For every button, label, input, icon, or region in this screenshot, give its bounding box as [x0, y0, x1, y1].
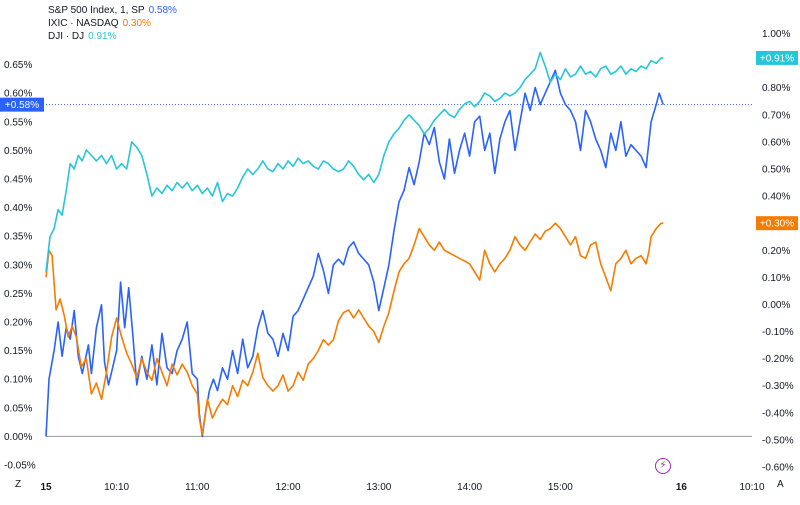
- x-axis-tick-label: 15:00: [548, 482, 573, 493]
- last-value-tag-1: [756, 216, 798, 231]
- right-scale-button[interactable]: A: [777, 479, 784, 490]
- right-axis-tick-label: 0.70%: [762, 110, 790, 121]
- legend-label-dji: DJI · DJ: [48, 31, 85, 42]
- right-axis-tick-label: -0.50%: [762, 435, 794, 446]
- left-axis-tick-label: 0.45%: [4, 175, 32, 186]
- legend-value-nasdaq: 0.30%: [122, 18, 151, 29]
- x-axis-tick-label: 14:00: [457, 482, 482, 493]
- left-axis-tick-label: 0.20%: [4, 318, 32, 329]
- last-value-tag-text-1: +0.30%: [760, 219, 794, 230]
- x-axis-tick-label: 10:10: [739, 482, 764, 493]
- left-axis-tick-label: 0.65%: [4, 60, 32, 71]
- left-axis-tick-label: -0.05%: [4, 461, 36, 472]
- last-value-tag-sp500-text: +0.58%: [5, 100, 39, 111]
- legend-value-sp500: 0.58%: [148, 5, 177, 16]
- last-value-tag-text-2: +0.91%: [760, 53, 794, 64]
- right-axis-tick-label: 0.00%: [762, 300, 790, 311]
- series-line-1[interactable]: [45, 222, 664, 436]
- right-axis-tick-label: 0.80%: [762, 83, 790, 94]
- right-axis-tick-label: -0.10%: [762, 327, 794, 338]
- left-axis-tick-label: 0.40%: [4, 203, 32, 214]
- right-axis-tick-label: 0.20%: [762, 246, 790, 257]
- series-line-2[interactable]: [45, 51, 664, 272]
- legend-item-sp500[interactable]: S&P 500 Index, 1, SP 0.58%: [48, 4, 177, 17]
- left-axis-tick-label: 0.35%: [4, 232, 32, 243]
- legend-value-dji: 0.91%: [88, 31, 117, 42]
- legend-item-nasdaq[interactable]: IXIC · NASDAQ 0.30%: [48, 17, 177, 30]
- legend-label-nasdaq: IXIC · NASDAQ: [48, 18, 119, 29]
- left-axis-tick-label: 0.15%: [4, 346, 32, 357]
- last-value-tag-2: [756, 50, 798, 65]
- left-axis-tick-label: 0.60%: [4, 89, 32, 100]
- left-axis-tick-label: 0.55%: [4, 117, 32, 128]
- legend-item-dji[interactable]: DJI · DJ 0.91%: [48, 30, 177, 43]
- x-axis-tick-label: 13:00: [366, 482, 391, 493]
- last-value-tag-sp500: [0, 97, 44, 112]
- left-axis-tick-label: 0.50%: [4, 146, 32, 157]
- series-line-0[interactable]: [45, 69, 664, 438]
- left-axis-tick-label: 0.30%: [4, 260, 32, 271]
- right-axis-tick-label: 0.50%: [762, 165, 790, 176]
- right-axis-tick-label: -0.60%: [762, 463, 794, 474]
- x-axis-tick-label: 16: [676, 482, 688, 493]
- x-axis-tick-label: 10:10: [104, 482, 129, 493]
- lightning-icon[interactable]: ⚡: [655, 458, 671, 474]
- x-axis-tick-label: 11:00: [185, 482, 210, 493]
- left-scale-button[interactable]: Z: [15, 479, 22, 490]
- x-axis-tick-label: 12:00: [276, 482, 301, 493]
- right-axis-tick-label: 0.60%: [762, 137, 790, 148]
- right-axis-tick-label: -0.20%: [762, 354, 794, 365]
- right-axis-tick-label: 1.00%: [762, 29, 790, 40]
- legend-label-sp500: S&P 500 Index, 1, SP: [48, 5, 145, 16]
- right-axis-tick-label: 0.40%: [762, 192, 790, 203]
- left-axis-tick-label: 0.05%: [4, 403, 32, 414]
- right-axis-tick-label: 0.10%: [762, 273, 790, 284]
- left-axis-tick-label: 0.25%: [4, 289, 32, 300]
- right-axis-tick-label: -0.40%: [762, 408, 794, 419]
- right-axis-tick-label: -0.30%: [762, 381, 794, 392]
- left-axis-tick-label: 0.00%: [4, 432, 32, 443]
- chart-legend: S&P 500 Index, 1, SP 0.58% IXIC · NASDAQ 0…: [48, 4, 177, 43]
- x-axis-tick-label: 15: [40, 482, 52, 493]
- left-axis-tick-label: 0.10%: [4, 375, 32, 386]
